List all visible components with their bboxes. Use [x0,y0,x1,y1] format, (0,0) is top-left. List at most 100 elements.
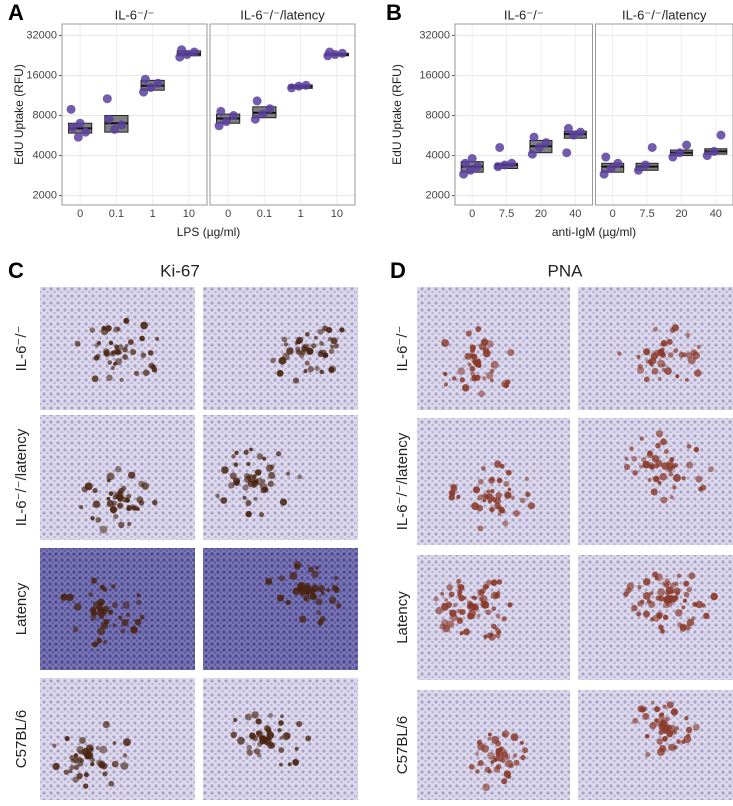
stain [268,471,276,480]
stain [513,759,520,766]
stain [320,591,325,596]
stain [657,376,662,381]
data-point [104,114,114,124]
stain [139,614,145,620]
data-point [229,111,239,121]
stain [69,765,75,770]
stain [84,751,93,760]
stain [624,456,629,461]
stain [328,596,337,605]
stain [519,740,524,745]
micrograph-texture [40,548,195,670]
stain [305,332,310,337]
stain [100,608,108,617]
panel-label: C [8,258,24,283]
micrograph-texture [578,690,733,800]
stain [681,476,686,481]
stain [679,623,687,631]
stain [79,737,86,744]
stain [244,713,252,721]
stain [140,321,148,330]
stain [639,436,644,441]
stain [456,494,461,499]
stain [525,491,531,497]
data-point [221,117,231,127]
data-point [472,162,482,172]
stain [229,472,237,480]
stain [242,484,249,491]
stain [108,609,114,615]
micrograph-texture [203,415,358,540]
stain [308,566,314,573]
stain [470,348,475,353]
stain [307,366,314,373]
stain [319,341,324,346]
data-point [301,80,311,90]
stain [296,339,301,345]
stain [673,587,681,595]
stain [473,596,478,600]
x-tick-label: 40 [569,208,581,220]
stain [285,599,291,606]
stain [333,343,339,349]
stain [303,594,311,602]
data-point [493,162,503,172]
data-point [702,151,712,161]
stain [259,736,267,745]
stain [644,733,650,739]
stain [496,579,503,585]
stain [637,584,642,590]
stain [502,732,507,738]
stain [246,744,252,751]
stain [474,374,481,381]
stain [636,354,641,359]
stain [89,607,97,614]
stain [655,430,664,438]
stain [245,510,252,518]
stain [690,349,698,356]
y-axis-label: EdU Uptake (RFU) [390,64,404,165]
stain [330,337,338,345]
stain [489,368,495,373]
stain [270,357,276,364]
stain [446,584,453,591]
stain [303,369,308,374]
data-point [68,123,78,133]
stain [659,472,668,481]
stain [490,579,498,586]
stain [472,486,481,494]
stain [286,347,294,355]
y-tick-label: 32000 [419,29,450,41]
panel-label: D [390,258,406,283]
x-tick-label: 40 [710,208,722,220]
stain [316,610,321,615]
data-point [500,160,510,170]
stain [686,461,694,469]
stain [118,615,123,620]
stain [477,525,484,532]
stain [283,732,291,740]
stain [249,732,256,740]
stain [267,480,274,487]
data-point [599,169,609,179]
stain [501,616,507,622]
stain [651,367,659,375]
stain [658,723,666,731]
stain [488,477,495,484]
stain [505,469,512,476]
data-point [633,165,643,175]
stain [68,769,73,774]
y-tick-label: 2000 [33,190,57,202]
data-point [117,120,127,130]
data-point [613,158,623,168]
stain [475,752,479,756]
stain [642,712,650,720]
stain [457,367,465,375]
stain [654,718,659,723]
stain [252,474,257,479]
stain [81,486,88,493]
stain [687,356,696,365]
stain [490,488,495,494]
data-point [294,81,304,91]
stain [674,581,679,586]
